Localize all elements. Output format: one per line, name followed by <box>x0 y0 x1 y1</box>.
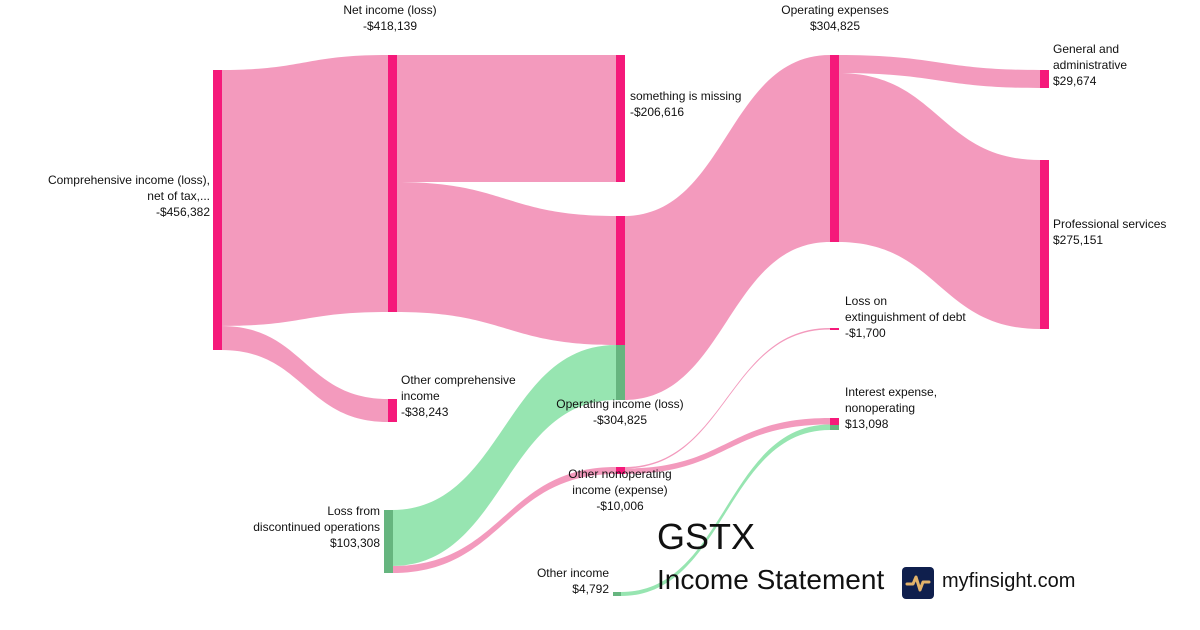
node-label-comprehensive: Comprehensive income (loss), net of tax,… <box>47 173 210 219</box>
node-other_comprehensive <box>388 399 397 422</box>
node-interest <box>830 425 839 430</box>
site-name: myfinsight.com <box>942 570 1076 592</box>
ticker-title: GSTX <box>657 516 756 557</box>
node-label-opex: Operating expenses $304,825 <box>781 3 889 33</box>
link-discontinued-to-operating_income <box>392 345 616 566</box>
node-opex <box>830 55 839 242</box>
link-net_income-to-operating_income <box>396 182 616 345</box>
node-label-operating-income: Operating income (loss) -$304,825 <box>556 397 684 427</box>
node-label-other-nonoperating: Other nonoperating income (expense) -$10… <box>568 467 672 513</box>
node-label-other-comprehensive: Other comprehensive income -$38,243 <box>401 373 516 419</box>
link-discontinued-to-other_nonoperating <box>392 467 616 573</box>
node-label-discontinued: Loss from discontinued operations $103,3… <box>253 504 380 550</box>
link-other_nonoperating-to-interest <box>624 418 830 474</box>
node-missing <box>616 55 625 182</box>
node-operating_income <box>616 216 625 345</box>
node-loss_extinguishment <box>830 328 839 330</box>
node-interest <box>830 418 839 425</box>
node-label-missing: something is missing -$206,616 <box>630 89 742 119</box>
node-label-net-income: Net income (loss) -$418,139 <box>343 3 437 33</box>
link-operating_income-to-opex <box>624 55 830 400</box>
node-label-professional: Professional services $275,151 <box>1053 217 1167 247</box>
node-label-loss-extinguishment: Loss on extinguishment of debt -$1,700 <box>845 294 966 340</box>
link-comprehensive-to-net_income <box>221 55 388 326</box>
node-discontinued <box>384 566 393 573</box>
node-discontinued <box>384 510 393 566</box>
link-opex-to-ga <box>838 55 1040 88</box>
node-operating_income <box>616 345 625 400</box>
node-label-interest: Interest expense, nonoperating $13,098 <box>845 385 938 431</box>
link-other_nonoperating-to-loss_extinguishment <box>624 328 830 469</box>
node-label-ga: General and administrative $29,674 <box>1053 42 1128 88</box>
pulse-icon <box>902 567 934 599</box>
node-other_income <box>613 592 621 596</box>
node-comprehensive <box>213 70 222 350</box>
node-other_nonoperating <box>616 467 625 474</box>
node-net_income <box>388 55 397 312</box>
link-opex-to-professional <box>838 73 1040 329</box>
node-label-other-income: Other income $4,792 <box>536 566 609 596</box>
subtitle: Income Statement <box>657 564 885 595</box>
link-comprehensive-to-other_comprehensive <box>221 326 388 422</box>
node-professional <box>1040 160 1049 329</box>
link-net_income-to-missing <box>396 55 616 182</box>
node-ga <box>1040 70 1049 88</box>
link-other_income-to-interest <box>621 424 830 596</box>
